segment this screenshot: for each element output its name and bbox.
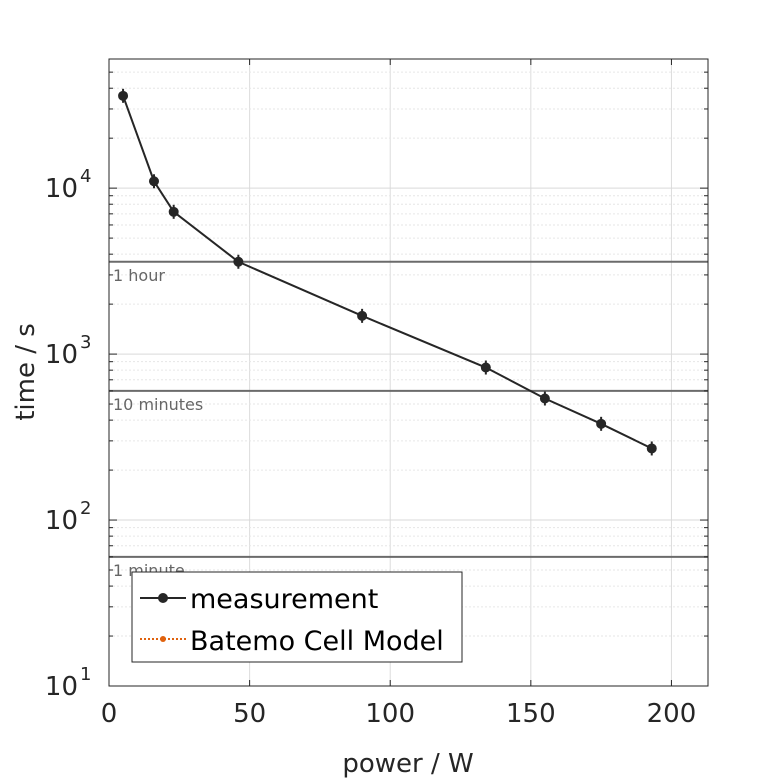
x-tick-label: 150	[506, 699, 556, 729]
data-point	[233, 256, 244, 267]
y-tick-label: 10	[45, 672, 78, 702]
data-point	[596, 418, 607, 429]
y-tick-exponent: 1	[80, 664, 91, 685]
series-layer	[118, 88, 657, 456]
data-point	[148, 176, 159, 187]
reference-line-label: 1 hour	[113, 266, 165, 285]
y-tick-label: 10	[45, 506, 78, 536]
data-point	[646, 443, 657, 454]
data-point	[357, 310, 368, 321]
y-tick-exponent: 4	[80, 166, 91, 187]
legend-label-batemo: Batemo Cell Model	[190, 626, 444, 657]
legend: measurement Batemo Cell Model	[131, 571, 463, 663]
reference-line-label: 10 minutes	[113, 395, 203, 414]
y-axis-label: time / s	[11, 323, 41, 421]
x-tick-label: 50	[233, 699, 266, 729]
x-axis-label: power / W	[342, 749, 473, 779]
y-tick-label: 10	[45, 174, 78, 204]
data-point	[480, 362, 491, 373]
x-tick-label: 200	[647, 699, 697, 729]
y-tick-exponent: 3	[80, 332, 91, 353]
x-tick-label: 100	[365, 699, 415, 729]
data-point	[539, 393, 550, 404]
legend-marker-measurement	[158, 593, 168, 603]
data-point	[118, 90, 129, 101]
x-tick-label: 0	[101, 699, 118, 729]
legend-label-measurement: measurement	[190, 584, 378, 615]
legend-box	[131, 571, 463, 663]
y-tick-exponent: 2	[80, 498, 91, 519]
plot-area-border	[108, 58, 709, 687]
data-point	[168, 206, 179, 217]
y-tick-label: 10	[45, 340, 78, 370]
legend-marker-batemo	[160, 636, 166, 642]
